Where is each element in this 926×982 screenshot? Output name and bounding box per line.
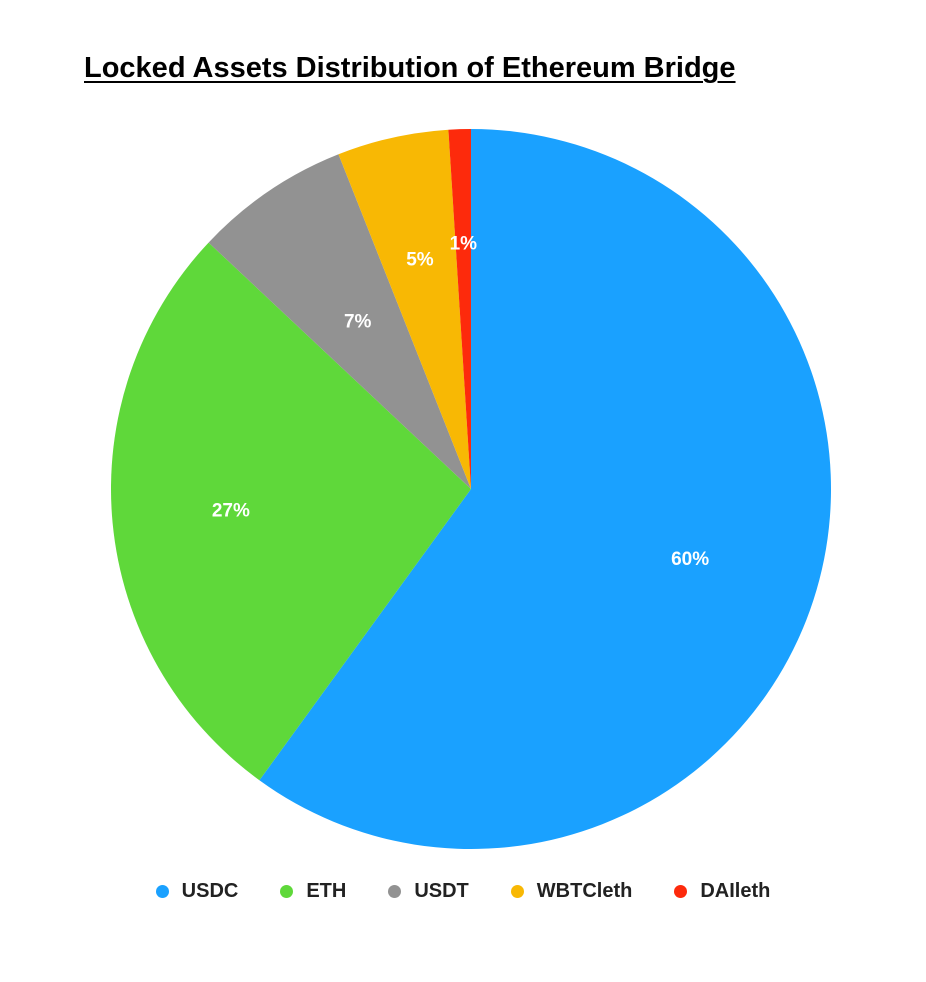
pie-slice-daileth bbox=[448, 129, 471, 489]
legend-item-wbtcleth: WBTCleth bbox=[510, 880, 633, 903]
pie-slice-wbtcleth bbox=[338, 129, 471, 489]
legend-label: DAIleth bbox=[700, 880, 771, 902]
pie-slice-eth bbox=[110, 242, 471, 781]
legend-item-eth: ETH bbox=[280, 880, 346, 903]
legend-label: USDT bbox=[414, 880, 469, 902]
chart-title: Locked Assets Distribution of Ethereum B… bbox=[84, 52, 736, 84]
legend-label: USDC bbox=[181, 880, 239, 902]
legend-swatch bbox=[280, 885, 294, 898]
legend-swatch bbox=[155, 885, 169, 898]
legend-swatch bbox=[674, 885, 688, 898]
chart-legend: USDC ETH USDT WBTCleth DAIleth bbox=[0, 880, 926, 903]
pie-slices bbox=[110, 129, 831, 849]
pie-slice-usdt bbox=[208, 154, 471, 490]
legend-swatch bbox=[510, 885, 524, 898]
legend-label: ETH bbox=[306, 880, 347, 902]
pie-slice-usdc bbox=[259, 129, 831, 849]
legend-item-usdc: USDC bbox=[155, 880, 239, 903]
legend-item-daileth: DAIleth bbox=[674, 880, 770, 903]
slice-label-usdc: 60% bbox=[671, 549, 709, 570]
legend-swatch bbox=[388, 885, 402, 898]
legend-label: WBTCleth bbox=[536, 880, 633, 902]
slice-label-wbtcleth: 5% bbox=[406, 250, 434, 271]
legend-item-usdt: USDT bbox=[388, 880, 469, 903]
slice-label-daileth: 1% bbox=[450, 233, 478, 254]
pie-labels: 60% 27% 7% 5% 1% bbox=[212, 233, 709, 570]
slice-label-usdt: 7% bbox=[344, 311, 372, 332]
slice-label-eth: 27% bbox=[212, 501, 250, 522]
